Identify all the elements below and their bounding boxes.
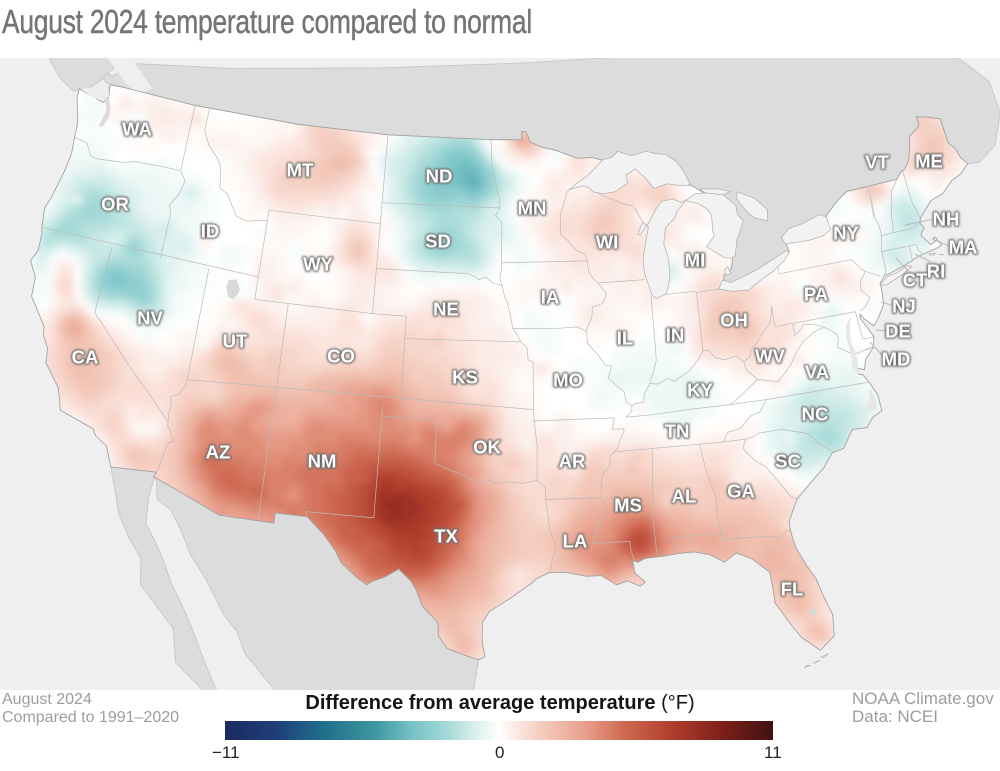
svg-text:ID: ID [201, 221, 220, 242]
svg-text:NV: NV [137, 308, 163, 329]
svg-text:NH: NH [933, 209, 960, 230]
svg-text:MA: MA [949, 237, 978, 258]
svg-text:NE: NE [433, 299, 459, 320]
svg-text:IA: IA [541, 287, 560, 308]
svg-text:AZ: AZ [206, 442, 231, 463]
svg-text:CA: CA [72, 347, 99, 368]
svg-text:RI: RI [927, 261, 946, 282]
svg-text:NJ: NJ [892, 296, 916, 317]
svg-text:MN: MN [518, 198, 547, 219]
svg-text:FL: FL [781, 579, 804, 600]
svg-text:WA: WA [122, 119, 152, 140]
svg-text:IN: IN [666, 325, 685, 346]
svg-text:IL: IL [617, 328, 633, 349]
svg-text:LA: LA [563, 531, 588, 552]
svg-text:OH: OH [720, 310, 748, 331]
svg-text:OK: OK [473, 437, 501, 458]
svg-text:VA: VA [805, 362, 829, 383]
svg-text:WY: WY [303, 254, 333, 275]
svg-text:MO: MO [553, 370, 583, 391]
svg-text:KY: KY [687, 380, 713, 401]
svg-text:ND: ND [426, 166, 453, 187]
svg-text:CO: CO [327, 346, 355, 367]
svg-text:CA: CA [72, 347, 99, 368]
svg-text:NE: NE [433, 299, 459, 320]
svg-text:PA: PA [804, 284, 828, 305]
svg-text:MT: MT [287, 160, 314, 181]
svg-text:GA: GA [727, 481, 755, 502]
svg-text:GA: GA [727, 481, 755, 502]
svg-text:NJ: NJ [892, 296, 916, 317]
svg-text:AL: AL [672, 486, 697, 507]
svg-text:NY: NY [833, 223, 859, 244]
svg-text:OH: OH [720, 310, 748, 331]
svg-text:IN: IN [666, 325, 685, 346]
svg-text:MD: MD [882, 349, 911, 370]
svg-text:WV: WV [755, 346, 785, 367]
svg-text:OR: OR [101, 194, 129, 215]
svg-text:TN: TN [665, 421, 690, 442]
svg-text:OR: OR [101, 194, 129, 215]
svg-text:AR: AR [559, 451, 586, 472]
svg-text:KS: KS [452, 367, 478, 388]
svg-text:OK: OK [473, 437, 501, 458]
svg-text:AZ: AZ [206, 442, 231, 463]
svg-text:WY: WY [303, 254, 333, 275]
svg-text:UT: UT [223, 331, 248, 352]
svg-text:TN: TN [665, 421, 690, 442]
svg-text:ND: ND [426, 166, 453, 187]
svg-text:VT: VT [865, 152, 889, 173]
svg-text:TX: TX [434, 526, 458, 547]
svg-text:MA: MA [949, 237, 978, 258]
svg-text:AL: AL [672, 486, 697, 507]
svg-text:ID: ID [201, 221, 220, 242]
svg-text:SC: SC [775, 451, 801, 472]
svg-text:SD: SD [425, 231, 451, 252]
svg-text:LA: LA [563, 531, 588, 552]
svg-text:NC: NC [802, 404, 829, 425]
svg-text:NM: NM [308, 451, 337, 472]
svg-text:PA: PA [804, 284, 828, 305]
svg-text:FL: FL [781, 579, 804, 600]
svg-text:ME: ME [915, 151, 943, 172]
svg-text:MS: MS [614, 495, 642, 516]
svg-text:TX: TX [434, 526, 458, 547]
svg-text:VT: VT [865, 152, 889, 173]
svg-text:CT: CT [903, 270, 928, 291]
svg-text:VA: VA [805, 362, 829, 383]
svg-text:AR: AR [559, 451, 586, 472]
svg-text:MI: MI [685, 250, 706, 271]
svg-text:NM: NM [308, 451, 337, 472]
svg-text:MT: MT [287, 160, 314, 181]
svg-text:KY: KY [687, 380, 713, 401]
svg-text:RI: RI [927, 261, 946, 282]
svg-text:MI: MI [685, 250, 706, 271]
svg-text:WV: WV [755, 346, 785, 367]
svg-text:ME: ME [915, 151, 943, 172]
svg-text:WI: WI [596, 232, 619, 253]
svg-text:NV: NV [137, 308, 163, 329]
svg-text:NY: NY [833, 223, 859, 244]
svg-text:MN: MN [518, 198, 547, 219]
svg-text:IL: IL [617, 328, 633, 349]
svg-text:DE: DE [885, 321, 911, 342]
svg-text:SC: SC [775, 451, 801, 472]
svg-text:CT: CT [903, 270, 928, 291]
svg-text:IA: IA [541, 287, 560, 308]
svg-text:CO: CO [327, 346, 355, 367]
svg-text:SD: SD [425, 231, 451, 252]
svg-text:NH: NH [933, 209, 960, 230]
svg-text:NC: NC [802, 404, 829, 425]
svg-text:KS: KS [452, 367, 478, 388]
svg-text:UT: UT [223, 331, 248, 352]
svg-text:DE: DE [885, 321, 911, 342]
svg-text:MS: MS [614, 495, 642, 516]
svg-text:WI: WI [596, 232, 619, 253]
svg-text:WA: WA [122, 119, 152, 140]
svg-text:MO: MO [553, 370, 583, 391]
svg-text:MD: MD [882, 349, 911, 370]
